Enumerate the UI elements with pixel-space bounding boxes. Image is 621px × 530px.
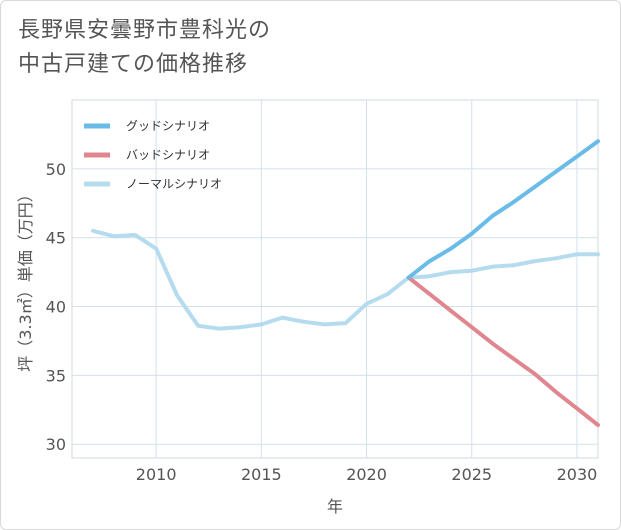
series-line-1 (406, 139, 600, 280)
y-axis-label: 坪（3.3㎡）単価（万円） (16, 186, 35, 371)
x-tick-label: 2030 (557, 465, 598, 484)
legend-label-1: グッドシナリオ (126, 119, 210, 133)
title-line-1: 長野県安曇野市豊科光の (18, 18, 272, 43)
y-tick-label: 40 (46, 298, 66, 317)
series-line-2 (406, 275, 600, 427)
x-tick-label: 2015 (241, 465, 282, 484)
tick-labels: 2010 2015 2020 2025 2030 30 35 40 45 50 (46, 160, 598, 484)
y-tick-label: 35 (46, 366, 66, 385)
series-line-3 (91, 228, 600, 331)
grid-lines (72, 100, 598, 458)
x-axis-label: 年 (327, 497, 343, 516)
plot-area (71, 99, 599, 459)
title-line-2: 中古戸建ての価格推移 (18, 52, 249, 77)
y-tick-label: 50 (46, 160, 66, 179)
x-tick-label: 2010 (136, 465, 177, 484)
x-tick-label: 2025 (451, 465, 492, 484)
y-tick-label: 45 (46, 229, 66, 248)
x-tick-label: 2020 (346, 465, 387, 484)
chart-title: 長野県安曇野市豊科光の 中古戸建ての価格推移 (18, 14, 271, 82)
legend-label-2: バッドシナリオ (126, 148, 210, 162)
series-lines (91, 139, 600, 427)
y-tick-label: 30 (46, 435, 66, 454)
legend-label-3: ノーマルシナリオ (126, 177, 222, 191)
